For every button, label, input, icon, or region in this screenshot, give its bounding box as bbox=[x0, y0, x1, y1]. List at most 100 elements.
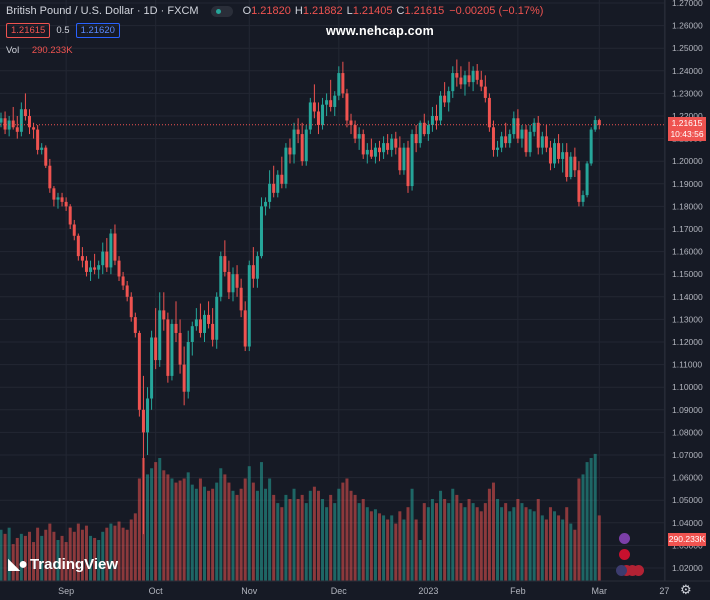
volume-bar bbox=[333, 503, 337, 581]
volume-bar bbox=[524, 507, 528, 581]
uk-flag-icon[interactable] bbox=[619, 549, 630, 560]
buy-button[interactable]: 1.21620 bbox=[75, 23, 120, 38]
volume-bar bbox=[166, 474, 170, 581]
volume-legend[interactable]: Vol 290.233K bbox=[6, 45, 73, 56]
sell-button[interactable]: 1.21615 bbox=[6, 23, 51, 38]
gear-icon[interactable]: ⚙ bbox=[680, 582, 692, 597]
candle-body bbox=[255, 256, 259, 279]
volume-bar bbox=[418, 540, 422, 581]
volume-bar bbox=[475, 507, 479, 581]
candle-body bbox=[312, 102, 316, 112]
candle-body bbox=[52, 188, 56, 200]
us-flag-icon[interactable] bbox=[627, 565, 638, 576]
candle-body bbox=[496, 147, 500, 150]
candle-body bbox=[23, 109, 27, 116]
x-tick-label: Nov bbox=[241, 586, 258, 596]
y-tick-label: 1.18000 bbox=[672, 201, 703, 211]
candle-body bbox=[520, 129, 524, 139]
volume-bar bbox=[178, 480, 182, 581]
y-tick-label: 1.13000 bbox=[672, 314, 703, 324]
volume-bar bbox=[532, 511, 536, 581]
volume-bar bbox=[544, 519, 548, 581]
y-tick-label: 1.25000 bbox=[672, 43, 703, 53]
candle-body bbox=[198, 319, 202, 333]
low-label: L bbox=[346, 5, 353, 17]
candle-body bbox=[361, 134, 365, 155]
y-tick-label: 1.04000 bbox=[672, 518, 703, 528]
candle-body bbox=[357, 134, 361, 139]
lightning-event-icon[interactable] bbox=[619, 533, 630, 544]
y-tick-label: 1.09000 bbox=[672, 405, 703, 415]
candle-body bbox=[129, 296, 133, 318]
volume-bar bbox=[516, 499, 520, 581]
volume-bar bbox=[512, 507, 516, 581]
volume-bar bbox=[422, 503, 426, 581]
volume-bar bbox=[304, 503, 308, 581]
volume-bar bbox=[211, 488, 215, 581]
candle-body bbox=[48, 165, 52, 189]
volume-bar bbox=[280, 507, 284, 581]
candle-body bbox=[573, 156, 577, 171]
candle-body bbox=[548, 147, 552, 164]
volume-bar bbox=[345, 478, 349, 581]
volume-bar bbox=[158, 458, 162, 581]
candle-body bbox=[524, 129, 528, 153]
candle-body bbox=[36, 129, 40, 150]
volume-bar bbox=[325, 507, 329, 581]
low-value: 1.21405 bbox=[352, 5, 393, 17]
candle-body bbox=[410, 134, 414, 187]
candle-body bbox=[321, 104, 325, 126]
high-label: H bbox=[294, 5, 303, 17]
close-value: 1.21615 bbox=[404, 5, 445, 17]
volume-bar bbox=[227, 482, 231, 581]
volume-bar bbox=[52, 531, 56, 581]
candle-body bbox=[72, 224, 76, 236]
volume-bar bbox=[113, 525, 117, 581]
candle-body bbox=[304, 129, 308, 162]
volume-bar bbox=[27, 531, 31, 581]
us-flag-icon[interactable] bbox=[633, 565, 644, 576]
volume-bar bbox=[451, 488, 455, 581]
candle-body bbox=[182, 364, 186, 392]
candle-body bbox=[378, 147, 382, 153]
volume-bar bbox=[471, 503, 475, 581]
candle-body bbox=[483, 86, 487, 98]
candle-body bbox=[194, 319, 198, 327]
tradingview-logo[interactable]: ◣● TradingView bbox=[8, 554, 118, 574]
volume-bar bbox=[3, 533, 7, 581]
candle-body bbox=[11, 120, 15, 128]
volume-bar bbox=[353, 494, 357, 581]
volume-bar bbox=[36, 527, 40, 581]
volume-bar bbox=[565, 507, 569, 581]
candle-body bbox=[589, 129, 593, 164]
open-label: O bbox=[242, 5, 252, 17]
volume-bar bbox=[581, 474, 585, 581]
y-tick-label: 1.27000 bbox=[672, 0, 703, 8]
candle-body bbox=[60, 197, 64, 202]
volume-bar bbox=[548, 507, 552, 581]
candle-body bbox=[174, 323, 178, 333]
y-tick-label: 1.11000 bbox=[672, 360, 702, 370]
candle-body bbox=[422, 122, 426, 135]
candle-body bbox=[170, 323, 174, 376]
us-flag-icon[interactable] bbox=[616, 565, 627, 576]
candle-body bbox=[133, 317, 137, 333]
volume-bar bbox=[312, 486, 316, 581]
time-axis[interactable]: Sep Oct Nov Dec 2023 Feb Mar 27 bbox=[0, 580, 710, 600]
candles bbox=[0, 59, 601, 535]
candle-body bbox=[101, 251, 105, 266]
y-tick-label: 1.02000 bbox=[672, 563, 703, 573]
candle-body bbox=[89, 267, 93, 272]
price-axis[interactable]: 1.27000 1.26000 1.25000 1.24000 1.23000 1.220… bbox=[664, 0, 710, 600]
candle-body bbox=[491, 127, 495, 150]
symbol-title[interactable]: British Pound / U.S. Dollar · 1D · FXCM bbox=[6, 5, 199, 17]
volume-bar bbox=[288, 499, 292, 581]
candle-body bbox=[141, 409, 145, 433]
volume-bar bbox=[80, 529, 84, 581]
candle-body bbox=[434, 116, 438, 121]
candle-body bbox=[329, 100, 333, 107]
y-tick-label: 1.20000 bbox=[672, 156, 703, 166]
volume-bar bbox=[219, 468, 223, 581]
candle-body bbox=[109, 233, 113, 268]
